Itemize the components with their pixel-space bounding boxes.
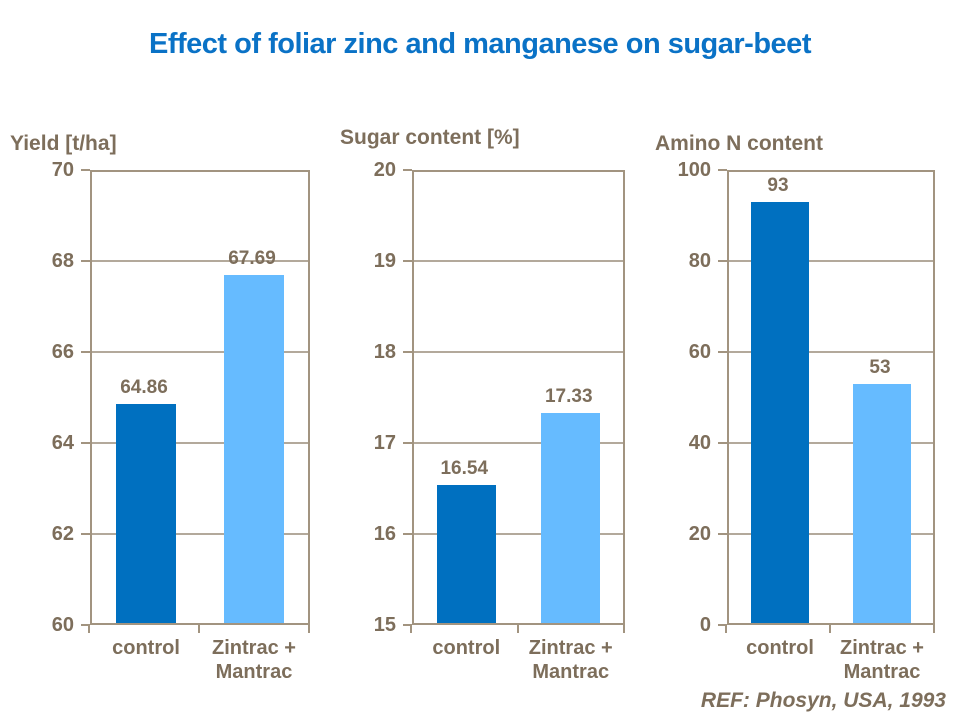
y-axis-tick-label: 15 [373,614,396,636]
y-axis-tick [81,533,90,535]
y-axis-tick [718,533,727,535]
y-axis-tick-label: 60 [51,614,74,636]
gridline [92,533,308,535]
x-axis-tick [308,625,310,633]
y-axis-tick-label: 20 [373,159,396,181]
chart-title-yield: Yield [t/ha] [10,132,117,155]
y-axis-tick-label: 100 [677,159,711,181]
bar-zintrac-mantrac [541,412,600,623]
y-axis-tick [403,533,412,535]
x-axis-tick [198,625,200,633]
bar-value-label: 16.54 [440,457,489,479]
plot-area-yield [90,170,310,625]
y-axis-tick [718,169,727,171]
y-axis-tick-label: 70 [51,159,74,181]
y-axis-tick [718,351,727,353]
y-axis-tick-label: 62 [51,523,74,545]
y-axis-tick [403,442,412,444]
y-axis-tick [81,351,90,353]
y-axis-tick-label: 64 [51,432,74,454]
y-axis-tick [718,260,727,262]
gridline [729,442,933,444]
gridline [92,442,308,444]
reference-text: REF: Phosyn, USA, 1993 [700,689,946,712]
x-axis-tick [623,625,625,633]
x-axis-category-label: Zintrac + Mantrac [840,637,924,683]
bar-value-label: 53 [869,356,891,378]
chart-title-amino-n-content: Amino N content [655,132,823,155]
bar-control [751,201,809,623]
x-axis-category-label: control [432,637,501,659]
y-axis-tick-label: 19 [373,250,396,272]
y-axis-tick-label: 68 [51,250,74,272]
y-axis-tick [81,624,90,626]
gridline [92,260,308,262]
x-axis-tick [88,625,90,633]
bar-value-label: 93 [767,174,789,196]
bar-value-label: 64.86 [120,376,168,398]
y-axis-tick [403,260,412,262]
y-axis-tick-label: 60 [688,341,711,363]
y-axis-tick-label: 80 [688,250,711,272]
y-axis-tick-label: 0 [699,614,711,636]
gridline [729,351,933,353]
chart-title-sugar-content: Sugar content [%] [340,126,520,149]
y-axis-tick [718,624,727,626]
chart-sugar-content: Sugar content [%] 15 16 17 18 19 20 16.54 17.33… [327,126,638,726]
y-axis-tick [81,260,90,262]
x-axis-tick [725,625,727,633]
x-axis-tick [933,625,935,633]
chart-amino-n-content: Amino N content 0 20 40 60 80 100 93 53 control Z… [642,126,948,726]
page-title: Effect of foliar zinc and manganese on s… [149,28,811,60]
y-axis-tick [403,351,412,353]
y-axis-tick-label: 40 [688,432,711,454]
gridline [414,533,623,535]
gridline [414,442,623,444]
y-axis-tick-label: 20 [688,523,711,545]
x-axis-tick [829,625,831,633]
y-axis-tick [81,169,90,171]
y-axis-tick-label: 66 [51,341,74,363]
x-axis-category-label: control [746,637,814,659]
bar-zintrac-mantrac [223,275,285,623]
y-axis-tick [718,442,727,444]
y-axis-tick [403,169,412,171]
x-axis-category-label: Zintrac + Mantrac [212,637,296,683]
x-axis-tick [410,625,412,633]
gridline [92,351,308,353]
y-axis-tick-label: 16 [373,523,396,545]
gridline [729,533,933,535]
y-axis-tick-label: 18 [373,341,396,363]
bar-zintrac-mantrac [853,383,911,623]
x-axis-category-label: control [112,637,180,659]
y-axis-tick [81,442,90,444]
y-axis-tick-label: 17 [373,432,396,454]
bar-value-label: 67.69 [228,248,276,270]
x-axis-category-label: Zintrac + Mantrac [528,637,613,683]
gridline [414,260,623,262]
plot-area-sugar-content [412,170,625,625]
gridline [729,260,933,262]
bar-control [436,484,496,623]
x-axis-tick [516,625,519,633]
bar-value-label: 17.33 [544,385,593,407]
plot-area-amino-n-content [727,170,935,625]
bar-control [115,403,177,623]
gridline [414,351,623,353]
chart-yield: Yield [t/ha] 60 62 64 66 68 70 64.86 67.69 contr… [5,126,323,726]
y-axis-tick [403,624,412,626]
